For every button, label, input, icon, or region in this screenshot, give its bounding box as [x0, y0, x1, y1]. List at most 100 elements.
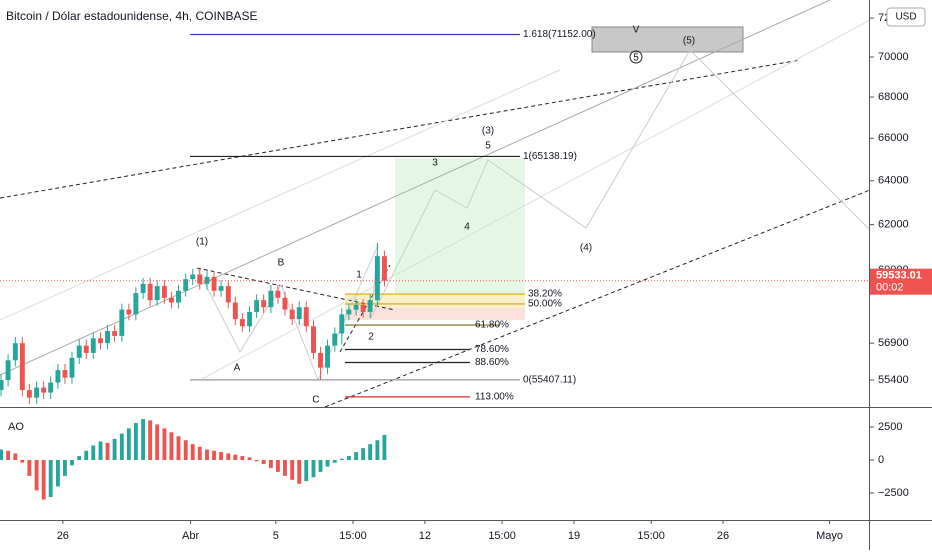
x-tick-label: 15:00 — [339, 530, 367, 542]
candle-body — [367, 300, 373, 312]
candle-body — [126, 309, 132, 315]
fib-label: 1.618(71152.00) — [523, 29, 596, 40]
fib-label: 38.20% — [528, 289, 562, 300]
ao-bar — [368, 444, 373, 461]
ao-bar — [13, 453, 18, 461]
countdown-label: 00:02 — [876, 282, 904, 294]
ao-bar — [77, 456, 82, 461]
candle-body — [119, 309, 125, 336]
ao-bar — [375, 440, 380, 461]
wave-label: (4) — [580, 243, 592, 254]
ao-bar — [176, 436, 181, 461]
candle-body — [161, 286, 167, 298]
candle-body — [0, 380, 4, 391]
candle-body — [218, 286, 224, 291]
trend-lines — [0, 0, 871, 408]
wave-label: (3) — [482, 126, 494, 137]
y-tick-label: −2500 — [878, 487, 909, 499]
candle-body — [254, 300, 260, 312]
candle-body — [303, 307, 309, 327]
candle-body — [154, 286, 160, 301]
ao-bar — [325, 460, 330, 467]
candle-body — [374, 256, 380, 301]
wave-label: A — [234, 363, 241, 374]
ao-bar — [169, 432, 174, 461]
ao-bar — [226, 453, 231, 461]
wave-label: 1 — [356, 270, 362, 281]
candle-body — [211, 276, 217, 291]
ao-bar — [0, 449, 3, 461]
ao-bar — [304, 460, 309, 482]
ao-bar — [233, 454, 238, 461]
ao-bar — [105, 442, 110, 461]
last-price-box — [870, 268, 932, 295]
wave-labels: (1) A B C 1 2 3 4 5 (3) (4) (5) V 5 — [196, 25, 695, 406]
candle-body — [232, 302, 238, 320]
candle-body — [105, 331, 111, 344]
ao-bar — [219, 452, 224, 461]
y-tick-label: 66000 — [878, 132, 909, 144]
currency-button[interactable] — [886, 7, 926, 27]
chart-title: Bitcoin / Dólar estadounidense, 4h, COIN… — [6, 9, 257, 23]
ao-bar — [126, 428, 131, 461]
candle-body — [311, 326, 316, 353]
candle-body — [34, 387, 40, 398]
ao-bar — [205, 449, 209, 461]
ao-bar — [98, 441, 103, 461]
ao-bar — [254, 460, 259, 462]
channel-line — [0, 69, 561, 321]
ao-bar — [290, 460, 295, 480]
wave-label: V — [633, 25, 640, 36]
candle-body — [190, 274, 196, 280]
ao-bar — [183, 440, 188, 461]
trend-line — [196, 267, 396, 311]
ao-bar — [63, 460, 67, 476]
fib-label: 78.60% — [475, 344, 509, 355]
wave-label: (5) — [683, 36, 695, 47]
ao-bar — [212, 450, 216, 461]
wave-label: B — [278, 258, 285, 269]
ao-bar — [261, 460, 266, 464]
candle-body — [48, 382, 54, 393]
candle-body — [318, 352, 323, 368]
candle-body — [261, 300, 267, 308]
wave-label: C — [312, 395, 319, 406]
last-price-label: 59533.01 — [876, 270, 922, 282]
ao-bar — [155, 424, 160, 461]
fib-label: 113.00% — [475, 392, 514, 403]
ao-bar — [382, 434, 387, 461]
ao-bar — [346, 456, 351, 461]
x-tick-label: 19 — [568, 530, 580, 542]
candle-body — [133, 293, 139, 315]
candle-body — [62, 370, 68, 378]
candle-body — [41, 387, 47, 393]
candle-body — [26, 390, 32, 398]
ao-bar — [91, 445, 96, 461]
wave-label: (1) — [196, 237, 208, 248]
ao-bar — [354, 452, 359, 461]
plot: 5540056900600006200064000660006800070000… — [0, 12, 932, 542]
fib-label: 0(55407.11) — [523, 375, 576, 386]
ao-bar — [311, 460, 316, 478]
y-tick-label: 2500 — [878, 421, 902, 433]
ao-bar — [70, 460, 74, 466]
fib-label: 50.00% — [528, 299, 562, 310]
fib-label: 61.80% — [475, 320, 509, 331]
wave-label: 2 — [368, 332, 374, 343]
wave-label: 4 — [464, 222, 470, 233]
candle-body — [296, 307, 302, 320]
fib-label: 88.60% — [475, 357, 509, 368]
candle-body — [12, 343, 18, 361]
candle-body — [275, 290, 281, 298]
x-tick-label: Mayo — [816, 530, 843, 542]
candle-body — [90, 338, 96, 353]
indicator-title: AO — [8, 421, 24, 433]
candle-body — [140, 283, 146, 294]
currency-label[interactable]: USD — [895, 12, 916, 23]
wave-label: 5 — [485, 141, 491, 152]
wave-path — [196, 49, 871, 382]
candle-body — [83, 345, 89, 353]
x-tick-label: 26 — [717, 530, 729, 542]
x-tick-label: 15:00 — [488, 530, 516, 542]
